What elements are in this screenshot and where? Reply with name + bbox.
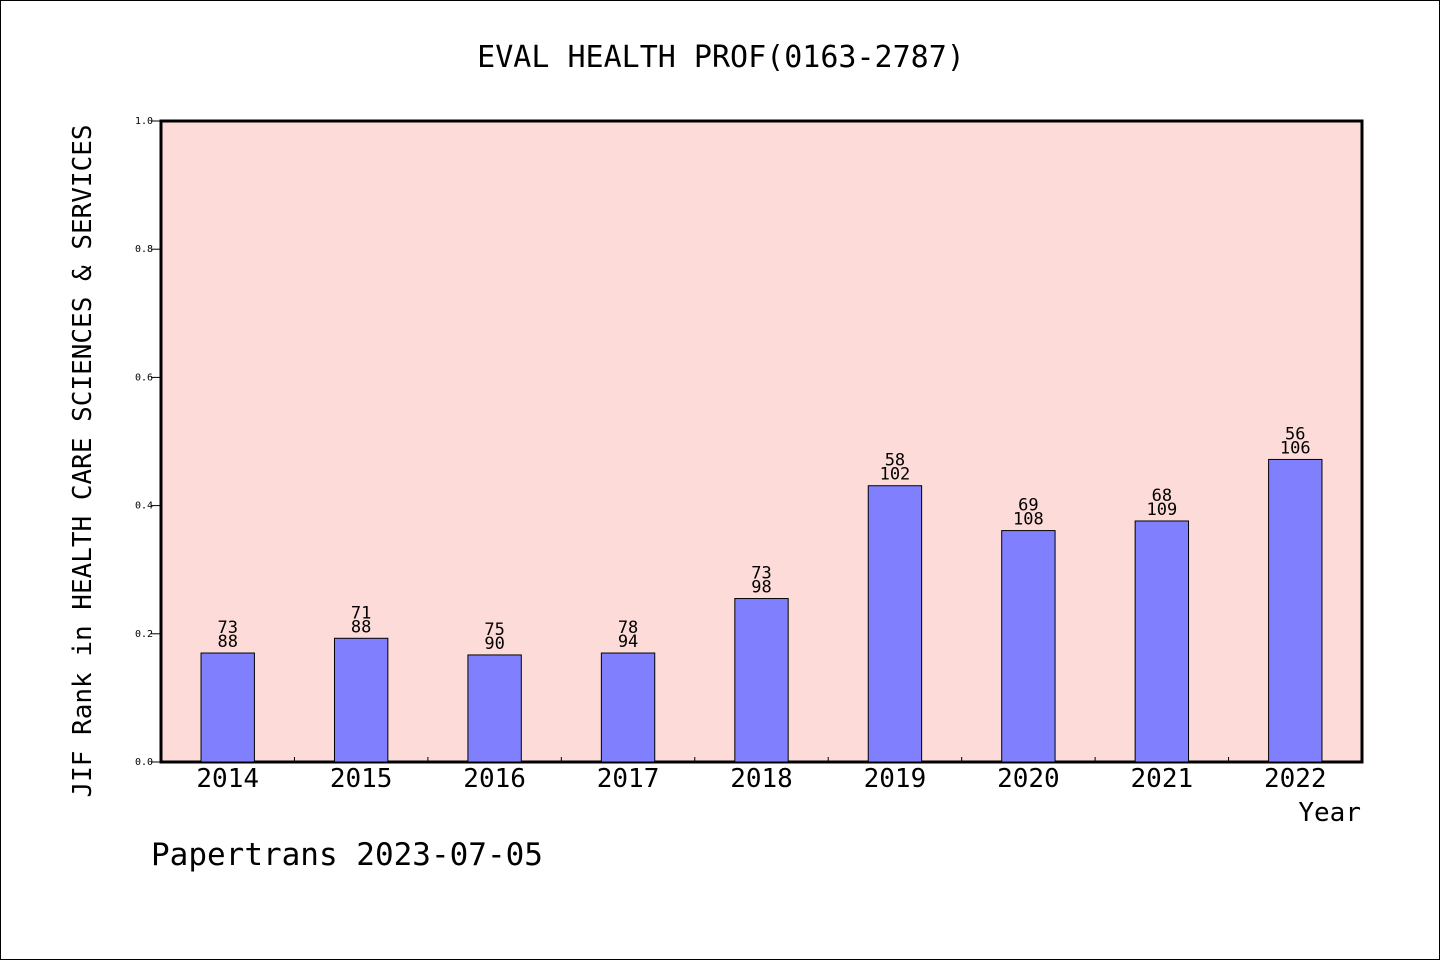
x-tick-label: 2020 — [997, 764, 1060, 794]
bar-label-total: 88 — [217, 632, 237, 652]
x-tick-label: 2016 — [463, 764, 526, 794]
bar-label-rank: 56 — [1285, 424, 1305, 444]
x-tick-label: 2022 — [1264, 764, 1327, 794]
y-axis-label: JIF Rank in HEALTH CARE SCIENCES & SERVI… — [68, 124, 98, 797]
bar-2020 — [1001, 530, 1056, 763]
bar-label-rank: 75 — [484, 620, 504, 640]
bar-label-total: 109 — [1146, 500, 1177, 520]
bar-label-rank: 73 — [217, 618, 237, 638]
bar-label-rank: 73 — [751, 564, 771, 584]
bar-2017 — [600, 652, 656, 763]
bar-label-total: 98 — [751, 578, 771, 598]
x-tick-label: 2014 — [196, 764, 259, 794]
bar-label-rank: 69 — [1018, 496, 1038, 516]
y-tick-label: 0.0 — [135, 757, 153, 768]
bar-2022 — [1268, 458, 1323, 763]
bar-2021 — [1134, 520, 1190, 763]
y-tick-label: 0.2 — [135, 629, 153, 640]
bar-2015 — [333, 637, 389, 763]
bar-label-rank: 68 — [1152, 486, 1172, 506]
x-tick-label: 2021 — [1131, 764, 1194, 794]
bar-2019 — [867, 485, 923, 763]
bar-label-rank: 78 — [618, 618, 638, 638]
bar-label-rank: 71 — [351, 603, 371, 623]
x-axis-label: Year — [1298, 798, 1361, 828]
bar-2016 — [467, 654, 522, 763]
y-tick-label: 0.4 — [135, 501, 153, 512]
bar-label-total: 108 — [1013, 510, 1044, 530]
x-tick-label: 2017 — [597, 764, 660, 794]
x-tick-label: 2018 — [730, 764, 793, 794]
bar-series — [200, 458, 1323, 763]
bar-label-total: 106 — [1280, 438, 1311, 458]
bar-label-total: 102 — [880, 465, 911, 485]
bar-label-total: 90 — [484, 634, 504, 654]
bar-label-rank: 58 — [885, 451, 905, 471]
x-tick-label: 2015 — [330, 764, 393, 794]
y-tick-label: 1.0 — [135, 116, 153, 127]
chart-title: EVAL HEALTH PROF(0163-2787) — [477, 40, 965, 75]
x-axis: 2014 2015 2016 2017 2018 2019 2020 2021 2022 — [196, 757, 1327, 794]
y-tick-label: 0.6 — [135, 372, 153, 383]
x-tick-label: 2019 — [864, 764, 927, 794]
bar-label-total: 88 — [351, 617, 371, 637]
bar-label-total: 94 — [618, 632, 638, 652]
footer-credit: Papertrans 2023-07-05 — [151, 837, 543, 873]
y-tick-label: 0.8 — [135, 244, 153, 255]
bar-2014 — [200, 652, 255, 763]
bar-2018 — [734, 598, 789, 763]
y-axis: 0.0 0.2 0.4 0.6 0.8 1.0 — [135, 116, 161, 768]
